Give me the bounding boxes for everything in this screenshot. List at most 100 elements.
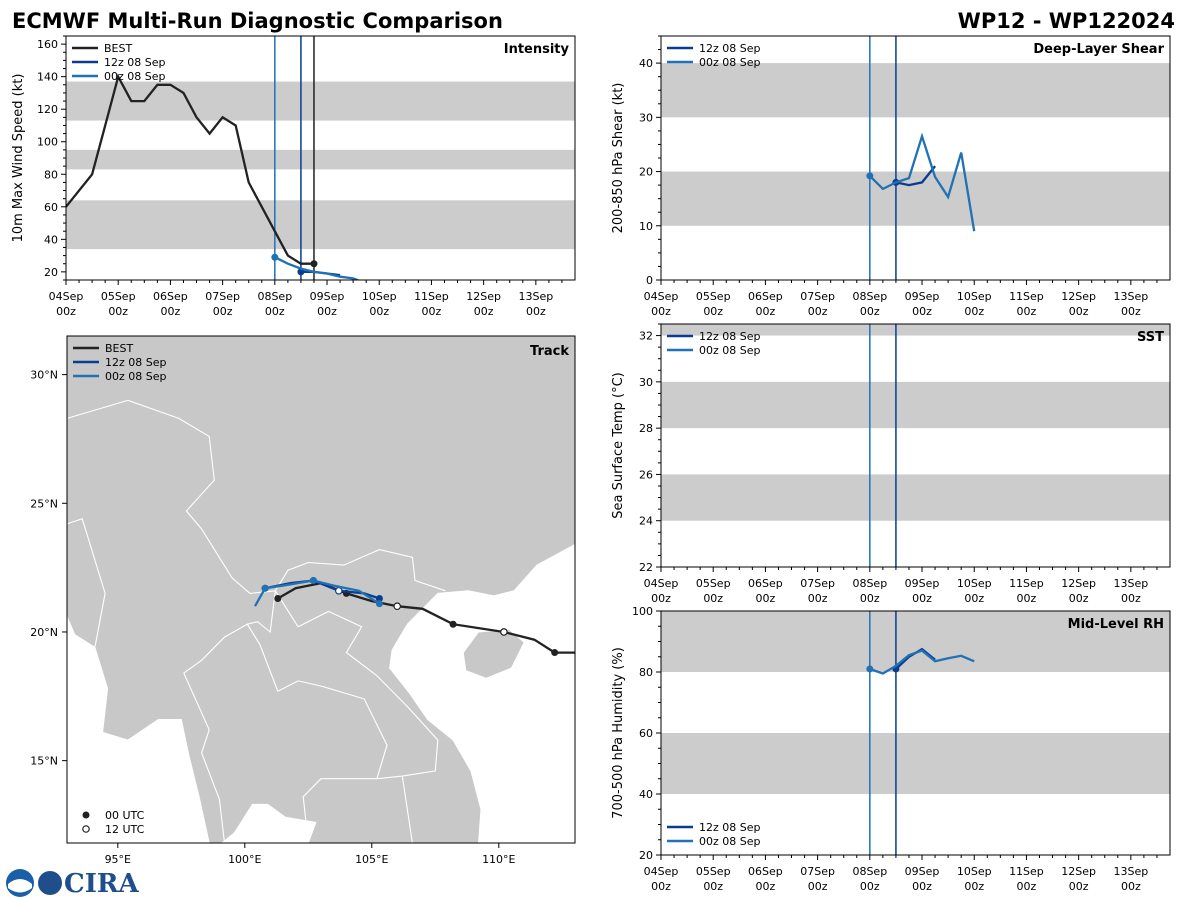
- track-marker-00utc: [375, 595, 383, 603]
- plot-frame: [660, 323, 1171, 568]
- x-tick-hour: 00z: [108, 305, 128, 318]
- y-tick-label: 40: [44, 233, 58, 246]
- x-tick-date: 04Sep: [644, 865, 679, 878]
- lat-tick-label: 25°N: [30, 497, 58, 510]
- x-tick-hour: 00z: [860, 880, 880, 893]
- x-tick-date: 09Sep: [905, 577, 940, 590]
- x-tick-hour: 00z: [651, 880, 671, 893]
- y-tick-label: 80: [44, 168, 58, 181]
- x-tick-date: 09Sep: [905, 290, 940, 303]
- x-tick-hour: 00z: [912, 880, 932, 893]
- x-tick-date: 07Sep: [800, 577, 835, 590]
- rh-panel: 20 40 60 80 100 04Sep 00z 05Sep 00z 06Sep 00z 07Sep…: [611, 605, 1171, 893]
- x-tick-hour: 00z: [161, 305, 181, 318]
- x-tick-hour: 00z: [964, 305, 984, 318]
- shaded-band: [66, 200, 575, 250]
- x-tick-date: 06Sep: [748, 865, 783, 878]
- legend-label: 12z 08 Sep: [699, 42, 761, 55]
- x-tick-hour: 00z: [703, 880, 723, 893]
- track-marker-00utc: [309, 576, 317, 584]
- x-tick-hour: 00z: [1017, 880, 1037, 893]
- x-tick-date: 06Sep: [748, 290, 783, 303]
- x-tick-date: 12Sep: [1061, 290, 1096, 303]
- series-line-best: [66, 73, 314, 265]
- legend-marker-label: 00 UTC: [105, 809, 145, 822]
- cira-globe-icon: [38, 871, 62, 895]
- x-tick-hour: 00z: [808, 305, 828, 318]
- y-tick-label: 22: [639, 561, 653, 574]
- y-axis-label: 10m Max Wind Speed (kt): [11, 74, 26, 243]
- shaded-band: [661, 381, 1170, 429]
- legend-label: 00z 08 Sep: [699, 344, 761, 357]
- x-tick-hour: 00z: [703, 305, 723, 318]
- x-tick-hour: 00z: [56, 305, 76, 318]
- country-border: [401, 776, 413, 843]
- track-marker-00utc: [261, 584, 269, 592]
- track-panel: 95°E 100°E 105°E 110°E 15°N 20°N 25°N 30°N Track…: [30, 335, 576, 866]
- x-tick-hour: 00z: [1017, 305, 1037, 318]
- lon-tick-label: 105°E: [355, 853, 388, 866]
- legend-label: 12z 08 Sep: [105, 356, 167, 369]
- shaded-band: [661, 171, 1170, 226]
- y-tick-label: 0: [646, 274, 653, 287]
- series-line-run_12z: [895, 165, 936, 187]
- x-tick-date: 11Sep: [1009, 290, 1044, 303]
- x-tick-hour: 00z: [756, 880, 776, 893]
- noaa-wave-icon: [8, 879, 32, 893]
- shear-panel: 0 10 20 30 40 04Sep 00z 05Sep 00z 06Sep 00z 07Sep 00…: [611, 35, 1171, 318]
- y-axis-label: 200-850 hPa Shear (kt): [611, 83, 626, 234]
- x-tick-hour: 00z: [422, 305, 442, 318]
- x-tick-date: 09Sep: [905, 865, 940, 878]
- x-tick-hour: 00z: [756, 305, 776, 318]
- x-tick-hour: 00z: [808, 880, 828, 893]
- legend-label: 12z 08 Sep: [104, 56, 166, 69]
- x-tick-hour: 00z: [860, 305, 880, 318]
- x-tick-date: 13Sep: [1113, 290, 1148, 303]
- track-line-best: [277, 581, 575, 654]
- track-marker-12utc: [500, 628, 508, 636]
- x-tick-hour: 00z: [1121, 305, 1141, 318]
- track-frame: [66, 335, 576, 844]
- x-tick-date: 07Sep: [205, 290, 240, 303]
- x-tick-hour: 00z: [756, 592, 776, 605]
- x-tick-date: 11Sep: [1009, 577, 1044, 590]
- x-tick-hour: 00z: [526, 305, 546, 318]
- series-start-marker: [866, 665, 874, 673]
- x-tick-date: 08Sep: [852, 290, 887, 303]
- country-border: [246, 623, 388, 779]
- x-tick-hour: 00z: [1121, 592, 1141, 605]
- x-tick-date: 08Sep: [852, 577, 887, 590]
- x-tick-date: 10Sep: [957, 290, 992, 303]
- y-tick-label: 20: [639, 166, 653, 179]
- x-tick-hour: 00z: [1121, 880, 1141, 893]
- y-tick-label: 10: [639, 220, 653, 233]
- x-tick-hour: 00z: [912, 305, 932, 318]
- y-tick-label: 24: [639, 515, 653, 528]
- y-tick-label: 40: [639, 57, 653, 70]
- shaded-band: [66, 81, 575, 121]
- x-tick-hour: 00z: [474, 305, 494, 318]
- figure-title: ECMWF Multi-Run Diagnostic Comparison: [12, 9, 503, 33]
- sst-panel: 22 24 26 28 30 32 04Sep 00z 05Sep 00z 06Sep 00z 07Se…: [611, 323, 1171, 605]
- legend-label: 00z 08 Sep: [699, 835, 761, 848]
- y-tick-label: 40: [639, 788, 653, 801]
- lat-tick-label: 15°N: [30, 755, 58, 768]
- y-tick-label: 100: [37, 136, 58, 149]
- series-start-marker: [866, 172, 874, 180]
- y-tick-label: 32: [639, 330, 653, 343]
- x-tick-hour: 00z: [651, 592, 671, 605]
- intensity-panel: 20 40 60 80 100 120 140 160 04Sep 00z 05Sep 00z 06Se…: [11, 35, 576, 318]
- shaded-band: [66, 149, 575, 170]
- lon-tick-label: 110°E: [482, 853, 515, 866]
- x-tick-date: 06Sep: [153, 290, 188, 303]
- x-tick-hour: 00z: [703, 592, 723, 605]
- x-tick-date: 07Sep: [800, 865, 835, 878]
- x-tick-date: 12Sep: [1061, 577, 1096, 590]
- track-marker-00utc: [274, 595, 282, 603]
- legend-marker-00utc: [82, 811, 90, 819]
- track-marker-12utc: [334, 586, 343, 595]
- x-tick-hour: 00z: [1069, 305, 1089, 318]
- x-tick-hour: 00z: [1069, 592, 1089, 605]
- x-tick-date: 08Sep: [257, 290, 292, 303]
- land-mass: [67, 336, 575, 843]
